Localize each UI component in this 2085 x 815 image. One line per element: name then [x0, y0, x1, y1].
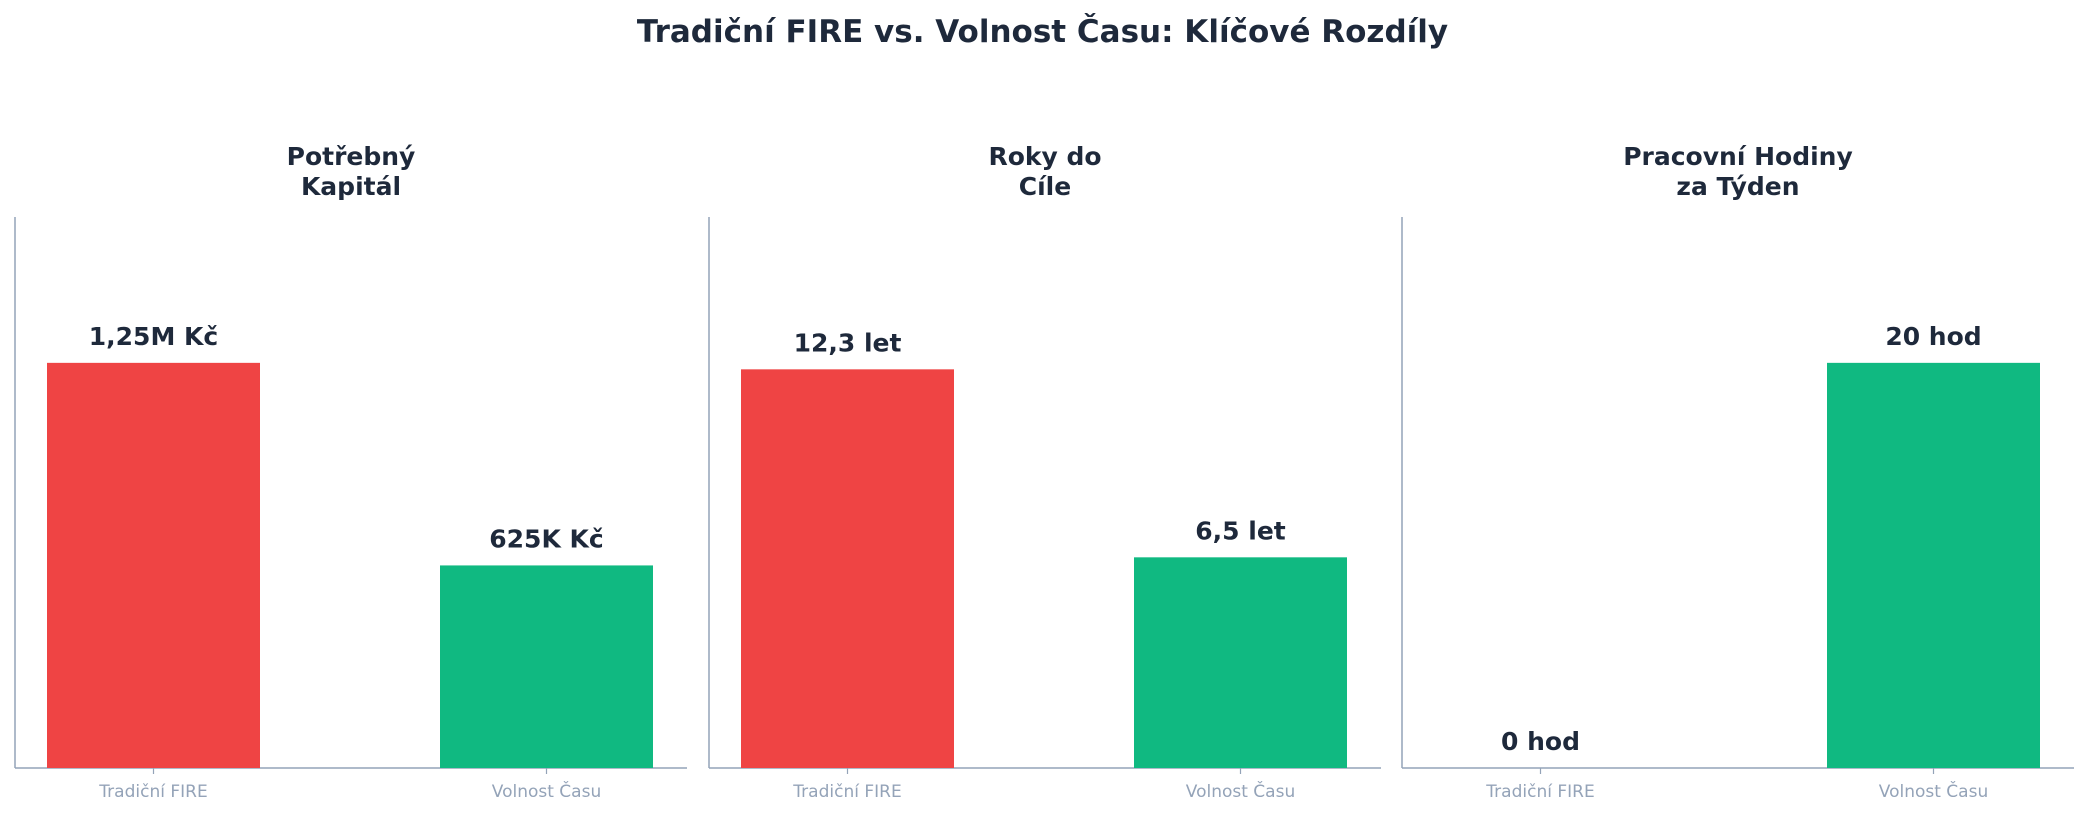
data-label: 0 hod — [1501, 727, 1580, 756]
data-label: 1,25M Kč — [89, 322, 218, 351]
subplot-title-line: Pracovní Hodiny — [1623, 142, 1853, 171]
subplot-title-2: Roky do Cíle — [988, 142, 1101, 201]
subplot-title-line: Roky do — [988, 142, 1101, 171]
subplot-title-line: Kapitál — [301, 172, 401, 201]
bar — [741, 369, 954, 768]
x-tick-label: Tradiční FIRE — [1485, 782, 1594, 802]
data-label: 20 hod — [1885, 322, 1981, 351]
subplot-title-line: Cíle — [1019, 172, 1071, 201]
bar — [1827, 362, 2040, 768]
bar — [47, 362, 260, 768]
x-tick-label: Volnost Času — [492, 780, 601, 802]
x-tick-label: Tradiční FIRE — [792, 782, 901, 802]
subplot-title-3: Pracovní Hodiny za Týden — [1623, 142, 1853, 201]
data-label: 12,3 let — [794, 328, 902, 357]
data-label: 6,5 let — [1195, 516, 1286, 545]
subplot-title-line: za Týden — [1676, 172, 1799, 201]
subplot-title-line: Potřebný — [287, 142, 416, 171]
data-label: 625K Kč — [489, 524, 603, 553]
bar — [1134, 557, 1347, 768]
x-tick-label: Tradiční FIRE — [98, 782, 207, 802]
chart-main-title: Tradiční FIRE vs. Volnost Času: Klíčové … — [636, 14, 1449, 50]
subplot-title-1: Potřebný Kapitál — [287, 142, 416, 201]
x-tick-label: Volnost Času — [1879, 780, 1988, 802]
bar — [440, 565, 653, 768]
x-tick-label: Volnost Času — [1186, 780, 1295, 802]
